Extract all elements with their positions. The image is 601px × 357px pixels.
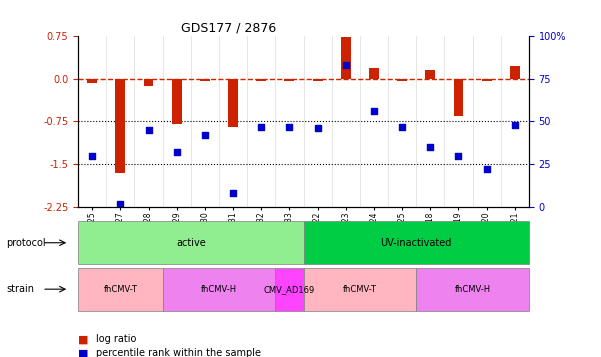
Bar bbox=[313, 79, 323, 81]
Text: UV-inactivated: UV-inactivated bbox=[380, 238, 452, 248]
Point bbox=[285, 124, 294, 129]
Text: GDS177 / 2876: GDS177 / 2876 bbox=[181, 21, 276, 34]
Point bbox=[228, 191, 238, 196]
Bar bbox=[481, 79, 492, 81]
Bar bbox=[510, 66, 520, 79]
Point bbox=[482, 166, 492, 172]
Bar bbox=[200, 79, 210, 81]
Point bbox=[257, 124, 266, 129]
Text: ■: ■ bbox=[78, 348, 88, 357]
Point bbox=[87, 153, 97, 159]
Bar bbox=[369, 68, 379, 79]
Point bbox=[144, 127, 153, 133]
Point bbox=[115, 201, 125, 206]
Text: fhCMV-T: fhCMV-T bbox=[103, 285, 138, 294]
Bar bbox=[454, 79, 463, 116]
Text: CMV_AD169: CMV_AD169 bbox=[264, 285, 315, 294]
Bar bbox=[172, 79, 182, 124]
Text: log ratio: log ratio bbox=[96, 334, 136, 344]
Bar bbox=[284, 79, 294, 81]
Point bbox=[510, 122, 520, 128]
Text: percentile rank within the sample: percentile rank within the sample bbox=[96, 348, 261, 357]
Point bbox=[369, 108, 379, 114]
Point bbox=[454, 153, 463, 159]
Text: fhCMV-H: fhCMV-H bbox=[201, 285, 237, 294]
Bar bbox=[144, 79, 153, 86]
Text: protocol: protocol bbox=[6, 238, 46, 248]
Bar bbox=[341, 37, 351, 79]
Point bbox=[172, 149, 182, 155]
Point bbox=[397, 124, 407, 129]
Bar bbox=[256, 79, 266, 81]
Point bbox=[426, 144, 435, 150]
Point bbox=[313, 125, 322, 131]
Text: active: active bbox=[176, 238, 206, 248]
Text: fhCMV-H: fhCMV-H bbox=[454, 285, 490, 294]
Point bbox=[341, 62, 350, 68]
Bar bbox=[228, 79, 238, 127]
Bar bbox=[397, 79, 407, 81]
Text: fhCMV-T: fhCMV-T bbox=[343, 285, 377, 294]
Bar bbox=[426, 70, 435, 79]
Bar bbox=[115, 79, 126, 173]
Bar bbox=[87, 79, 97, 83]
Point bbox=[200, 132, 210, 138]
Text: strain: strain bbox=[6, 284, 34, 294]
Text: ■: ■ bbox=[78, 334, 88, 344]
